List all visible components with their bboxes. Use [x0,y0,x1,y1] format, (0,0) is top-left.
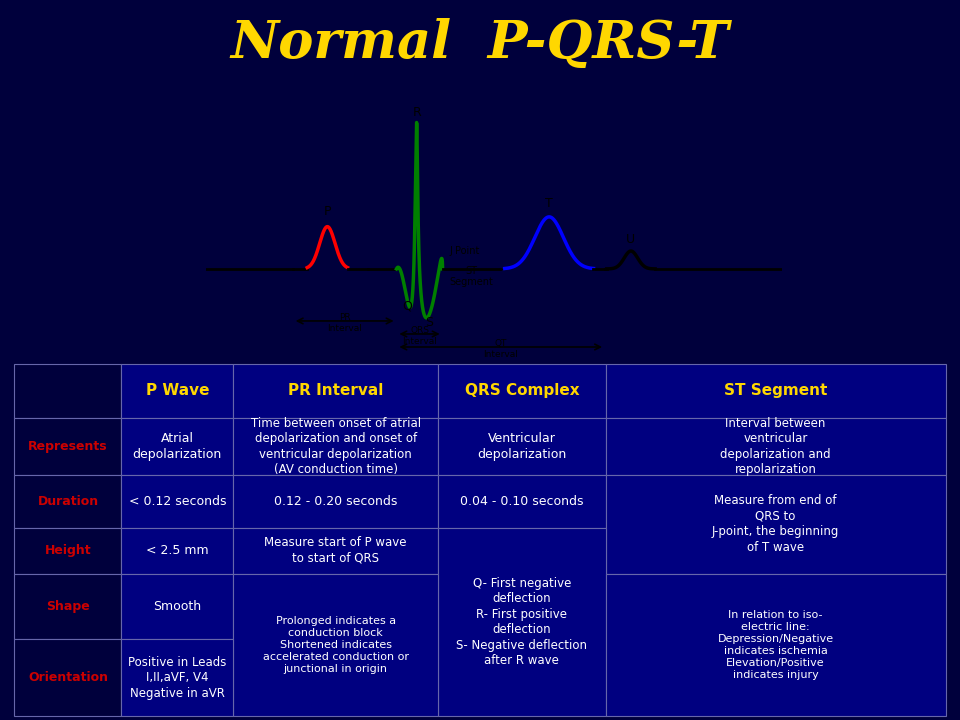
Text: QT
Interval: QT Interval [483,339,518,359]
Text: QRS Complex: QRS Complex [465,384,579,398]
Text: Orientation: Orientation [28,671,108,684]
Bar [122,639,233,716]
Bar [14,528,122,574]
Text: Measure from end of
QRS to
J-point, the beginning
of T wave: Measure from end of QRS to J-point, the … [712,495,839,554]
Bar [233,528,438,574]
Bar [438,364,606,418]
Bar [14,364,122,418]
Bar [606,474,946,574]
Bar [233,364,438,418]
Bar [122,474,233,528]
Text: Time between onset of atrial
depolarization and onset of
ventricular depolarizat: Time between onset of atrial depolarizat… [251,417,420,476]
Text: Atrial
depolarization: Atrial depolarization [132,432,222,461]
Text: In relation to iso-
electric line:
Depression/Negative
indicates ischemia
Elevat: In relation to iso- electric line: Depre… [717,610,833,680]
Bar [606,418,946,474]
Text: < 0.12 seconds: < 0.12 seconds [129,495,227,508]
Bar [606,574,946,716]
Text: S: S [425,316,433,329]
Bar [233,418,438,474]
Bar [233,474,438,528]
Text: T: T [545,197,553,210]
Text: Height: Height [44,544,91,557]
Bar [233,574,438,716]
Text: < 2.5 mm: < 2.5 mm [146,544,208,557]
Bar [14,639,122,716]
Text: Positive in Leads
I,II,aVF, V4
Negative in aVR: Positive in Leads I,II,aVF, V4 Negative … [129,656,227,700]
Text: Ventricular
depolarization: Ventricular depolarization [477,432,566,461]
Text: P: P [324,205,331,218]
Bar [14,574,122,639]
Text: J Point: J Point [449,246,480,256]
Bar [122,364,233,418]
Text: Duration: Duration [37,495,99,508]
Text: ST
Segment: ST Segment [449,266,493,287]
Text: PR Interval: PR Interval [288,384,383,398]
Bar [122,418,233,474]
Text: QRS
Interval: QRS Interval [402,326,437,346]
Bar [122,574,233,639]
Bar [14,418,122,474]
Text: 0.04 - 0.10 seconds: 0.04 - 0.10 seconds [460,495,584,508]
Text: Q- First negative
deflection
R- First positive
deflection
S- Negative deflection: Q- First negative deflection R- First po… [456,577,588,667]
Text: Prolonged indicates a
conduction block
Shortened indicates
accelerated conductio: Prolonged indicates a conduction block S… [263,616,409,674]
Bar [14,474,122,528]
Text: U: U [626,233,636,246]
Text: Measure start of P wave
to start of QRS: Measure start of P wave to start of QRS [264,536,407,564]
Bar [122,528,233,574]
Text: P Wave: P Wave [146,384,209,398]
Bar [606,364,946,418]
Text: ST Segment: ST Segment [724,384,828,398]
Bar [438,528,606,716]
Text: Smooth: Smooth [154,600,202,613]
Text: Q: Q [402,300,412,312]
Text: Normal  P-QRS-T: Normal P-QRS-T [230,18,730,68]
Text: PR
Interval: PR Interval [327,313,362,333]
Text: 0.12 - 0.20 seconds: 0.12 - 0.20 seconds [274,495,397,508]
Bar [438,474,606,528]
Text: Shape: Shape [46,600,90,613]
Text: Represents: Represents [28,440,108,453]
Text: R: R [412,107,421,120]
Bar [438,418,606,474]
Text: Interval between
ventricular
depolarization and
repolarization: Interval between ventricular depolarizat… [720,417,831,476]
